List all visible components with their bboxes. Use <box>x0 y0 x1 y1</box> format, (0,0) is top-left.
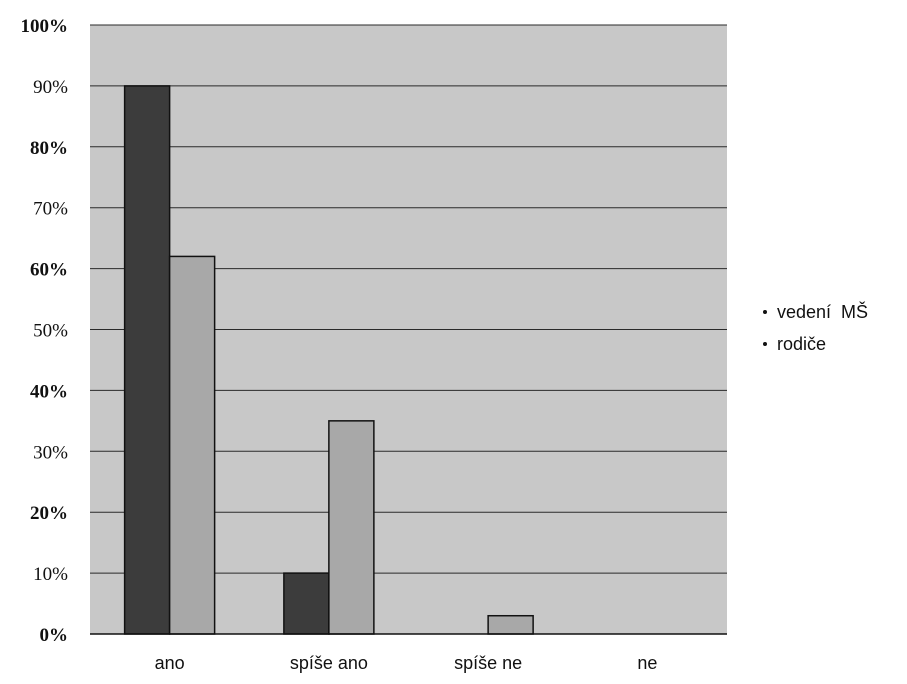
legend-bullet <box>763 310 767 314</box>
y-tick-label: 60% <box>30 260 68 281</box>
y-tick-label: 80% <box>30 138 68 159</box>
bar-series-1 <box>283 572 330 635</box>
x-tick-label: ano <box>155 653 185 673</box>
x-tick-label: spíše ne <box>454 653 522 673</box>
y-tick-label: 10% <box>33 564 68 585</box>
x-axis-ticks: ano spíše ano spíše ne ne <box>155 653 658 673</box>
legend: vedení MŠ rodiče <box>763 301 868 354</box>
y-tick-label: 70% <box>33 199 68 220</box>
x-tick-label: ne <box>637 653 657 673</box>
y-tick-label: 0% <box>40 625 69 646</box>
legend-label: vedení MŠ <box>777 301 868 322</box>
bar-series-2 <box>168 255 216 635</box>
y-tick-label: 40% <box>30 381 68 402</box>
bars <box>123 85 534 635</box>
legend-label: rodiče <box>777 334 826 354</box>
y-tick-label: 20% <box>30 503 68 524</box>
y-tick-label: 30% <box>33 442 68 463</box>
bar-series-2 <box>487 614 534 635</box>
y-tick-label: 50% <box>33 321 68 342</box>
x-tick-label: spíše ano <box>290 653 368 673</box>
legend-bullet <box>763 342 767 346</box>
bar-series-1 <box>123 85 171 635</box>
bar-series-2 <box>328 420 375 635</box>
y-axis-ticks: 0% 10% 20% 30% 40% 50% 60% 70% 80% 90% 100% <box>21 16 69 646</box>
y-tick-label: 100% <box>21 16 69 37</box>
y-tick-label: 90% <box>33 77 68 98</box>
